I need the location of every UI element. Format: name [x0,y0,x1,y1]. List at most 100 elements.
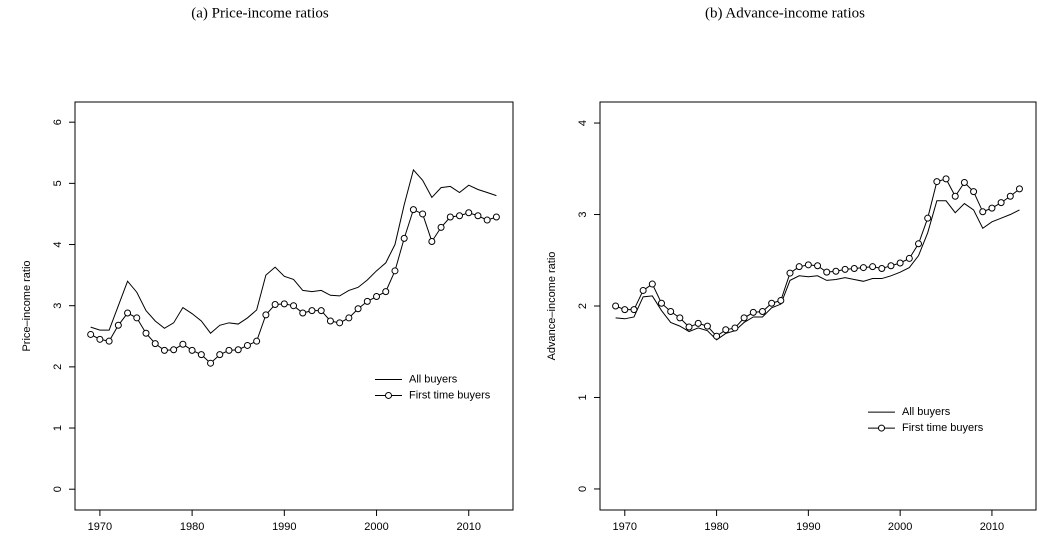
y-tick-label: 1 [577,394,589,400]
point-marker [105,337,113,345]
point-marker [933,178,941,186]
legend-label: First time buyers [409,389,491,401]
x-tick-label: 2010 [456,521,480,533]
y-tick-label: 3 [577,211,589,217]
legend-label: First time buyers [902,422,984,434]
series-line [90,208,497,364]
x-tick-label: 1980 [704,521,728,533]
point-marker [87,330,95,338]
point-marker [437,223,445,231]
y-tick-label: 2 [52,364,64,370]
series-line [615,178,1020,337]
point-marker [951,192,959,200]
x-tick-label: 1980 [180,521,204,533]
point-marker [676,314,684,322]
point-marker [685,323,693,331]
plot-frame [599,101,1037,511]
point-marker [713,332,721,340]
y-axis-label: Advance–income ratio [546,252,558,361]
point-marker [428,237,436,245]
point-marker [859,264,867,272]
point-marker [1006,192,1014,200]
subplot-title: (a) Price-income ratios [191,5,329,21]
point-marker [878,264,886,272]
point-marker [924,214,932,222]
point-marker [768,299,776,307]
point-marker [354,305,362,313]
point-marker [997,199,1005,207]
y-tick-label: 2 [577,303,589,309]
y-tick-label: 1 [52,425,64,431]
point-marker [142,329,150,337]
point-marker [336,319,344,327]
point-marker [1015,185,1023,193]
legend-marker [385,391,392,399]
point-marker [905,254,913,262]
point-marker [363,297,371,305]
point-marker [823,268,831,276]
point-marker [749,308,757,316]
point-marker [795,263,803,271]
point-marker [271,300,279,308]
point-marker [621,306,629,314]
point-marker [216,351,224,359]
point-marker [970,188,978,196]
point-marker [253,337,261,345]
point-marker [243,341,251,349]
point-marker [731,324,739,332]
x-tick-label: 1970 [88,521,112,533]
x-tick-label: 1990 [272,521,296,533]
x-tick-label: 1970 [613,521,637,533]
y-tick-label: 4 [52,241,64,247]
legend-label: All buyers [902,406,951,418]
y-tick-label: 5 [52,180,64,186]
point-marker [832,267,840,275]
point-marker [124,309,132,317]
point-marker [345,314,353,322]
point-marker [465,209,473,217]
point-marker [694,319,702,327]
point-marker [391,267,399,275]
point-marker [179,340,187,348]
legend-marker [878,424,885,432]
point-marker [850,264,858,272]
point-marker [814,262,822,270]
point-marker [299,309,307,317]
point-marker [197,351,205,359]
point-marker [474,212,482,220]
point-marker [887,262,895,270]
y-tick-label: 6 [52,119,64,125]
point-marker [373,293,381,301]
point-marker [703,322,711,330]
x-tick-label: 2010 [980,521,1004,533]
point-marker [979,208,987,216]
point-marker [225,346,233,354]
point-marker [786,269,794,277]
point-marker [234,346,242,354]
point-marker [326,317,334,325]
legend-label: All buyers [409,373,458,385]
y-tick-label: 3 [52,303,64,309]
point-marker [777,297,785,305]
point-marker [290,302,298,310]
point-marker [869,263,877,271]
point-marker [896,259,904,267]
point-marker [758,307,766,315]
point-marker [988,204,996,212]
point-marker [612,302,620,310]
x-tick-label: 1990 [796,521,820,533]
x-tick-label: 2000 [888,521,912,533]
point-marker [648,280,656,288]
point-marker [151,340,159,348]
point-marker [114,321,122,329]
point-marker [96,335,104,343]
point-marker [960,179,968,187]
y-tick-label: 0 [577,486,589,492]
y-axis-label: Price–income ratio [21,260,33,351]
point-marker [740,314,748,322]
point-marker [483,216,491,224]
series-line [615,200,1020,341]
point-marker [446,213,454,221]
point-marker [942,175,950,183]
